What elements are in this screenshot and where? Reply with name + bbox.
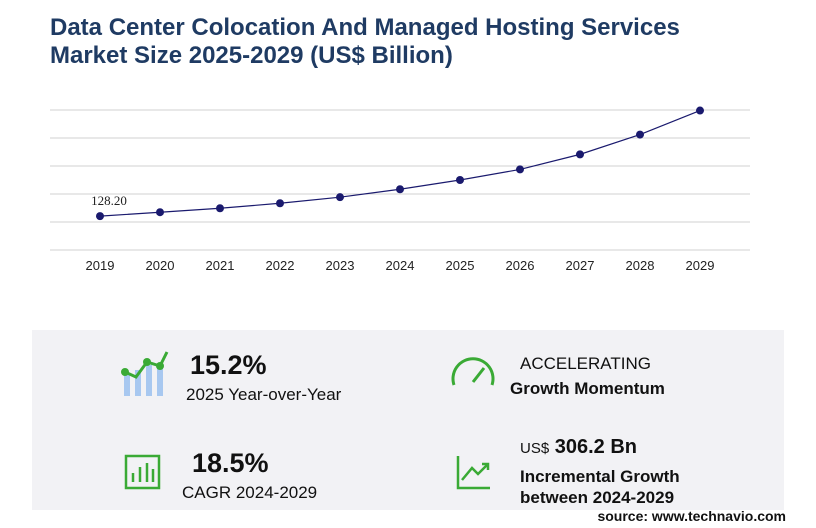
point [96,212,104,221]
stats-panel: 15.2% 2025 Year-over-Year ACCELERATING G… [32,330,784,510]
point [636,130,644,139]
icon-growth [456,456,490,490]
stat-value: 15.2% [190,350,267,380]
icon-bars [124,365,163,396]
x-tick-label: 2019 [86,258,115,273]
icon-gauge [451,357,495,386]
icon-needle [471,367,486,383]
point [516,165,524,174]
stat-number: 306.2 Bn [554,436,638,458]
point [696,106,704,115]
chart-title: Data Center Colocation And Managed Hosti… [50,14,680,69]
x-tick-label: 2028 [626,258,655,273]
icon-dots [121,358,164,376]
x-tick-label: 2027 [566,258,595,273]
stat-value: ACCELERATING [520,354,651,373]
source: source: www.technavio.com [597,508,786,524]
icons [121,351,495,490]
point [576,150,584,159]
point [396,185,404,194]
x-tick-label: 2020 [146,258,175,273]
icon-chart [124,454,161,490]
stat-label: 2025 Year-over-Year [186,385,342,404]
x-tick-label: 2022 [266,258,295,273]
chart: 2019 2020 2021 2022 2023 2024 2025 2026 2027 2028… [50,106,750,273]
x-tick-label: 2021 [206,258,235,273]
stat-prefix: US$ [520,440,550,457]
point [276,199,284,208]
stat-label: Growth Momentum [510,379,665,398]
stat-value: 18.5% [192,448,269,478]
x-tick-label: 2023 [326,258,355,273]
point [456,176,464,184]
point [216,204,224,213]
stat-label: Incremental Growth between 2024-2029 [520,467,680,507]
x-tick-label: 2024 [386,258,415,273]
value-label: 128.20 [91,193,127,208]
line [99,109,701,217]
x-tick-label: 2029 [686,258,715,273]
stat-value: US$ 306.2 Bn [520,436,637,459]
x-tick-label: 2026 [506,258,535,273]
stat-label: CAGR 2024-2029 [182,483,318,502]
x-tick-label: 2025 [446,258,475,273]
point [336,193,344,202]
point [156,208,164,217]
